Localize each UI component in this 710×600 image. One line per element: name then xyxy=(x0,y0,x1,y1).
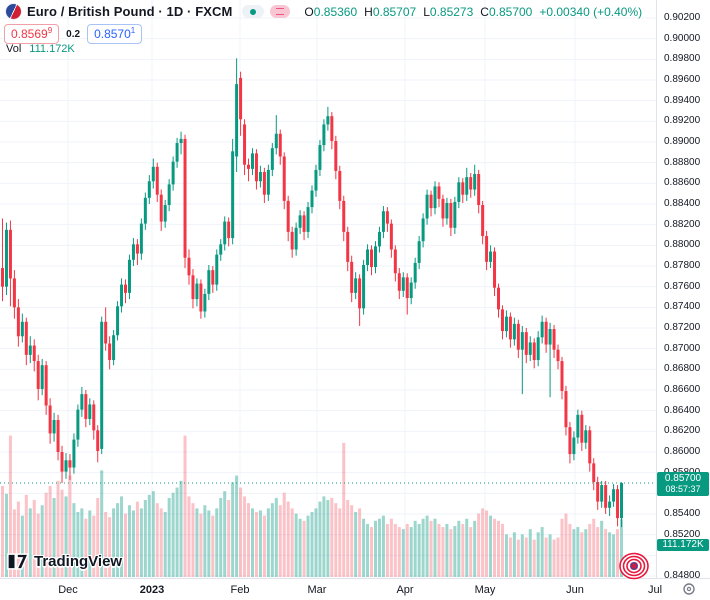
price-tick-label: 0.88400 xyxy=(664,198,701,209)
change-value: +0.00340 (+0.40%) xyxy=(539,4,643,19)
price-tick-label: 0.86200 xyxy=(664,425,701,437)
time-tick-label: 2023 xyxy=(139,584,165,596)
time-tick-label: Jun xyxy=(566,584,584,596)
tradingview-glyph-icon xyxy=(7,553,29,570)
price-tick-label: 0.86000 xyxy=(664,446,701,457)
candlestick-chart[interactable] xyxy=(0,0,656,578)
open-value: 0.85360 xyxy=(313,4,358,19)
tradingview-wordmark: TradingView xyxy=(34,553,123,570)
price-tick-label: 0.86600 xyxy=(664,384,701,395)
bid-ask-row: 0.85699 0.2 0.85701 xyxy=(4,24,143,44)
time-tick-label: Feb xyxy=(230,584,250,596)
last-price-value: 0.85700 xyxy=(664,473,702,484)
last-price-badge: 0.85700 08:57:37 xyxy=(657,472,709,496)
fxcm-logo-icon xyxy=(619,552,649,580)
open-label: O xyxy=(304,4,314,19)
menu-lines-icon xyxy=(276,8,285,15)
price-tick-label: 0.87200 xyxy=(664,322,701,333)
price-tick-label: 0.89200 xyxy=(664,115,701,127)
price-tick-label: 0.87600 xyxy=(664,280,701,292)
price-tick-label: 0.88000 xyxy=(664,239,701,251)
price-tick-label: 0.90200 xyxy=(664,12,701,23)
buy-button[interactable]: 0.85701 xyxy=(87,24,143,44)
price-tick-label: 0.84800 xyxy=(664,570,701,581)
price-tick-label: 0.87400 xyxy=(664,301,701,313)
time-tick-label: May xyxy=(474,584,496,596)
price-tick-label: 0.85200 xyxy=(664,528,701,540)
ask-price: 0.8570 xyxy=(94,27,131,41)
symbol-logo-icon xyxy=(6,4,21,19)
price-tick-label: 0.90000 xyxy=(664,32,701,44)
current-volume-badge: 111.172K xyxy=(657,539,709,551)
ohlc-values: O0.85360 H0.85707 L0.85273 C0.85700 +0.0… xyxy=(304,5,642,19)
bar-countdown: 08:57:37 xyxy=(665,484,701,494)
high-label: H xyxy=(364,4,373,19)
sell-button[interactable]: 0.85699 xyxy=(4,24,60,44)
high-value: 0.85707 xyxy=(372,4,417,19)
chart-legend: Euro / British Pound · 1D · FXCM O0.8536… xyxy=(6,4,642,19)
price-tick-label: 0.88200 xyxy=(664,218,701,230)
time-tick-label: Apr xyxy=(396,584,414,596)
tradingview-logo[interactable]: TradingView xyxy=(7,553,122,570)
price-tick-label: 0.86400 xyxy=(664,404,701,416)
close-value: 0.85700 xyxy=(488,4,533,19)
price-tick-label: 0.89400 xyxy=(664,94,701,106)
axis-settings-gear-icon[interactable] xyxy=(682,582,696,596)
status-dot-icon xyxy=(250,8,257,15)
bid-price: 0.8569 xyxy=(11,27,48,41)
spread-value: 0.2 xyxy=(66,28,81,40)
close-label: C xyxy=(480,4,489,19)
series-menu-pill[interactable] xyxy=(270,5,291,18)
volume-label: Vol xyxy=(6,43,22,55)
symbol-title[interactable]: Euro / British Pound · 1D · FXCM xyxy=(27,4,233,19)
time-axis[interactable]: Dec 2023 Feb Mar Apr May Jun Jul xyxy=(0,578,710,600)
price-tick-label: 0.88800 xyxy=(664,156,701,168)
price-tick-label: 0.89600 xyxy=(664,74,701,85)
price-tick-label: 0.89000 xyxy=(664,136,701,147)
ask-price-fraction: 1 xyxy=(130,26,136,35)
time-tick-label: Mar xyxy=(307,584,327,596)
time-tick-label: Dec xyxy=(58,584,78,596)
price-tick-label: 0.85400 xyxy=(664,508,701,519)
price-tick-label: 0.86800 xyxy=(664,363,701,375)
bid-price-fraction: 9 xyxy=(47,26,53,35)
time-tick-label: Jul xyxy=(647,584,663,596)
price-tick-label: 0.87800 xyxy=(664,260,701,271)
price-tick-label: 0.89800 xyxy=(664,53,701,65)
price-tick-label: 0.87000 xyxy=(664,342,701,354)
volume-legend[interactable]: Vol 111.172K xyxy=(6,43,75,55)
low-value: 0.85273 xyxy=(429,4,474,19)
volume-value: 111.172K xyxy=(29,43,75,55)
market-status-pill[interactable] xyxy=(242,5,265,18)
price-tick-label: 0.88600 xyxy=(664,177,701,189)
low-label: L xyxy=(423,4,430,19)
